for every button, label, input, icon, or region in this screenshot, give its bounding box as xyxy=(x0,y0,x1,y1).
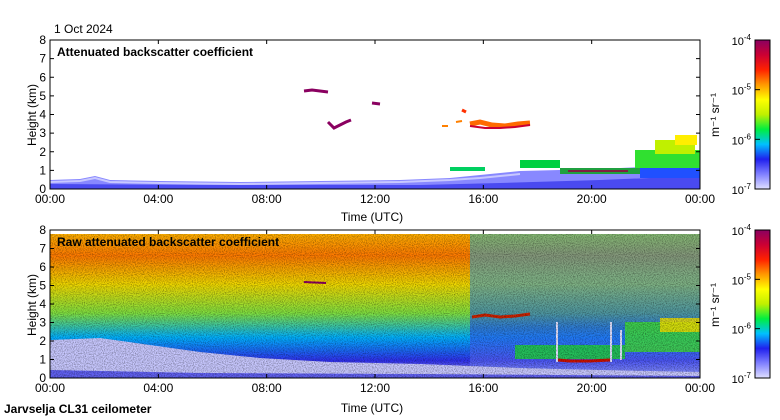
colorbar-tick-label: 10-6 xyxy=(732,322,752,337)
cloud-3-4km-d xyxy=(442,120,463,127)
date-label: 1 Oct 2024 xyxy=(54,22,113,36)
colorbar-gradient xyxy=(754,229,771,379)
x-tick-label: 12:00 xyxy=(360,192,390,206)
cloud-3-4km-c xyxy=(469,124,531,129)
y-tick-label: 4 xyxy=(39,108,46,122)
x-tick-label: 00:00 xyxy=(35,381,65,395)
cloud-5km xyxy=(303,88,329,94)
y-tick-label: 1 xyxy=(39,163,46,177)
low-layer-h xyxy=(640,168,700,178)
y-tick-label: 6 xyxy=(39,70,46,84)
x-axis-label-bottom: Time (UTC) xyxy=(341,401,403,415)
x-axis-label-top: Time (UTC) xyxy=(341,210,403,224)
x-tick-label: 00:00 xyxy=(685,381,715,395)
low-layer-e xyxy=(635,150,700,168)
y-tick-label: 4 xyxy=(39,297,46,311)
panel-title-top: Attenuated backscatter coefficient xyxy=(57,45,253,59)
colorbar-tick-label: 10-4 xyxy=(732,223,752,238)
y-tick-label: 8 xyxy=(39,223,46,237)
y-tick-label: 3 xyxy=(39,126,46,140)
colorbar-unit: m⁻¹ sr⁻¹ xyxy=(708,283,722,327)
panel-title-bottom: Raw attenuated backscatter coefficient xyxy=(57,235,279,249)
colorbar-bottom: 10-7 10-6 10-5 10-4 m⁻¹ sr⁻¹ xyxy=(708,223,771,386)
x-tick-label: 00:00 xyxy=(685,192,715,206)
x-tick-label: 08:00 xyxy=(252,381,282,395)
axes-bottom: 00:00 04:00 08:00 12:00 16:00 20:00 00:0001234… xyxy=(35,223,715,395)
axes-top: 00:00 04:00 08:00 12:00 16:00 20:00 00:0001234… xyxy=(35,33,715,206)
colorbar-tick-label: 10-5 xyxy=(732,272,752,287)
cloud-3-4km-b xyxy=(469,119,531,129)
y-tick-label: 2 xyxy=(39,334,46,348)
y-tick-label: 0 xyxy=(39,182,46,196)
colorbar-tick-label: 10-6 xyxy=(732,132,752,147)
y-tick-label: 6 xyxy=(39,260,46,274)
y-tick-label: 1 xyxy=(39,353,46,367)
y-axis-label-top: Height (km) xyxy=(25,84,39,146)
colorbar-tick-label: 10-7 xyxy=(732,182,752,197)
x-tick-label: 00:00 xyxy=(35,192,65,206)
y-axis-label-bottom: Height (km) xyxy=(25,274,39,336)
y-tick-label: 5 xyxy=(39,89,46,103)
y-tick-label: 5 xyxy=(39,279,46,293)
y-tick-label: 2 xyxy=(39,145,46,159)
x-tick-label: 20:00 xyxy=(577,381,607,395)
panel-raw: Raw attenuated backscatter coefficient 0… xyxy=(25,223,715,415)
x-tick-label: 04:00 xyxy=(143,192,173,206)
y-tick-label: 8 xyxy=(39,33,46,47)
x-tick-label: 08:00 xyxy=(252,192,282,206)
cloud-3-4km-a xyxy=(461,108,467,114)
colorbar-gradient xyxy=(754,39,771,190)
aerosol-band-edge xyxy=(50,173,521,186)
aerosol-band-core xyxy=(50,176,700,189)
y-tick-label: 7 xyxy=(39,52,46,66)
cloud-4-5km xyxy=(371,101,381,106)
y-tick-label: 7 xyxy=(39,242,46,256)
x-tick-label: 04:00 xyxy=(143,381,173,395)
x-tick-label: 12:00 xyxy=(360,381,390,395)
plot-area-top xyxy=(50,40,700,189)
panel-attenuated: Attenuated backscatter coefficient 00:00… xyxy=(25,33,715,224)
colorbar-tick-label: 10-7 xyxy=(732,371,752,386)
colorbar-unit: m⁻¹ sr⁻¹ xyxy=(708,93,722,137)
x-tick-label: 16:00 xyxy=(468,192,498,206)
low-layer-d xyxy=(568,170,628,172)
y-tick-label: 3 xyxy=(39,316,46,330)
colorbar-tick-label: 10-5 xyxy=(732,83,752,98)
colorbar-tick-label: 10-4 xyxy=(732,33,752,48)
cloud-3-5km xyxy=(326,118,352,130)
footer-label: Jarvselja CL31 ceilometer xyxy=(4,402,152,416)
x-tick-label: 20:00 xyxy=(577,192,607,206)
low-layer-b xyxy=(520,160,560,168)
colorbar-top: 10-7 10-6 10-5 10-4 m⁻¹ sr⁻¹ xyxy=(708,33,771,197)
heatmap-top xyxy=(50,88,700,189)
heatmap-bottom xyxy=(50,234,700,378)
y-tick-label: 0 xyxy=(39,371,46,385)
x-tick-label: 16:00 xyxy=(468,381,498,395)
low-layer-g xyxy=(675,135,697,145)
raw-speckle xyxy=(50,234,700,378)
low-layer-a xyxy=(450,167,485,171)
